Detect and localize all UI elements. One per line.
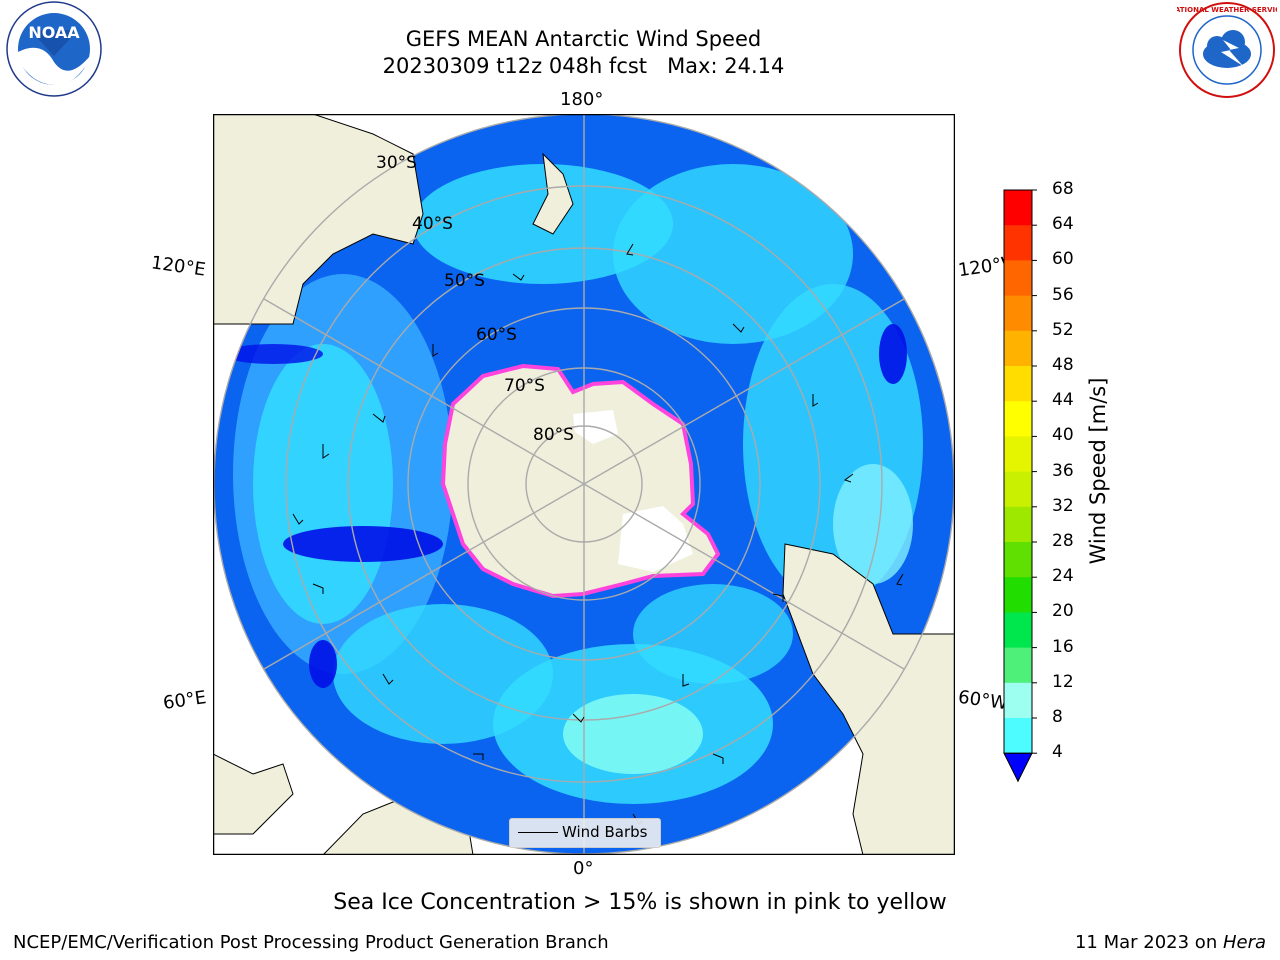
footer-branch: NCEP/EMC/Verification Post Processing Pr… <box>13 932 609 953</box>
colorbar-tick-label: 68 <box>1052 179 1074 199</box>
lon-label-180: 180° <box>560 89 604 110</box>
colorbar-tick-label: 4 <box>1052 742 1063 763</box>
colorbar-segment <box>1004 295 1032 332</box>
lat-label-50s: 50°S <box>444 271 485 291</box>
colorbar-tick-label: 36 <box>1052 460 1074 481</box>
colorbar-segment <box>1004 506 1032 543</box>
sea-ice-caption: Sea Ice Concentration > 15% is shown in … <box>333 890 947 915</box>
colorbar-extend-arrow <box>1003 752 1033 783</box>
colorbar-tick-label: 24 <box>1052 566 1074 587</box>
colorbar <box>1003 189 1037 783</box>
noaa-logo: NOAA <box>6 1 102 97</box>
lat-label-40s: 40°S <box>412 214 453 234</box>
lon-label-60e: 60°E <box>161 687 208 714</box>
colorbar-tick-label: 12 <box>1052 671 1074 692</box>
nws-logo: NATIONAL WEATHER SERVICE <box>1177 2 1277 98</box>
colorbar-segment <box>1004 260 1032 297</box>
footer-date-text: 11 Mar 2023 on <box>1074 932 1223 953</box>
colorbar-segment <box>1004 225 1032 261</box>
noaa-logo-text: NOAA <box>28 23 80 42</box>
colorbar-segment <box>1004 366 1032 402</box>
footer-date: 11 Mar 2023 on Hera <box>1075 932 1266 953</box>
lat-label-30s: 30°S <box>376 153 417 173</box>
lon-label-0: 0° <box>573 858 594 879</box>
colorbar-segment <box>1004 647 1032 684</box>
colorbar-segment <box>1004 401 1032 437</box>
colorbar-segment <box>1004 436 1032 473</box>
polar-map <box>213 114 955 855</box>
footer-machine-name: Hera <box>1222 932 1266 953</box>
chart-title: GEFS MEAN Antarctic Wind Speed <box>405 27 762 51</box>
colorbar-tick-label: 40 <box>1052 425 1074 446</box>
colorbar-tick-label: 8 <box>1052 707 1063 727</box>
colorbar-tick-label: 16 <box>1052 636 1074 657</box>
colorbar-tick-label: 64 <box>1052 214 1074 235</box>
colorbar-tick-label: 56 <box>1052 284 1074 305</box>
colorbar-tick-label: 28 <box>1052 531 1074 551</box>
map-legend: Wind Barbs <box>509 818 661 848</box>
colorbar-segment <box>1004 682 1032 719</box>
chart-subtitle: 20230309 t12z 048h fcst Max: 24.14 <box>382 54 785 78</box>
colorbar-segment <box>1004 718 1032 754</box>
colorbar-label: Wind Speed [m/s] <box>1086 377 1110 565</box>
colorbar-segment <box>1004 471 1032 508</box>
lon-label-120e: 120°E <box>149 252 207 281</box>
wind-barb-legend-line <box>518 832 558 833</box>
wind-barb-legend-text: Wind Barbs <box>562 823 648 841</box>
lat-label-60s: 60°S <box>476 325 517 345</box>
colorbar-segment <box>1004 190 1032 226</box>
colorbar-segment <box>1004 577 1032 613</box>
colorbar-tick-label: 52 <box>1052 319 1074 340</box>
colorbar-tick-label: 32 <box>1052 495 1074 516</box>
lat-label-70s: 70°S <box>504 376 545 396</box>
colorbar-tick-label: 20 <box>1052 601 1074 622</box>
nws-logo-text: NATIONAL WEATHER SERVICE <box>1177 6 1277 14</box>
colorbar-segment <box>1004 330 1032 367</box>
colorbar-segment <box>1004 542 1032 578</box>
colorbar-tick-label: 60 <box>1052 249 1074 270</box>
lat-label-80s: 80°S <box>533 425 574 445</box>
colorbar-tick-label: 48 <box>1052 355 1074 375</box>
colorbar-tick-label: 44 <box>1052 390 1074 411</box>
colorbar-segment <box>1004 612 1032 649</box>
